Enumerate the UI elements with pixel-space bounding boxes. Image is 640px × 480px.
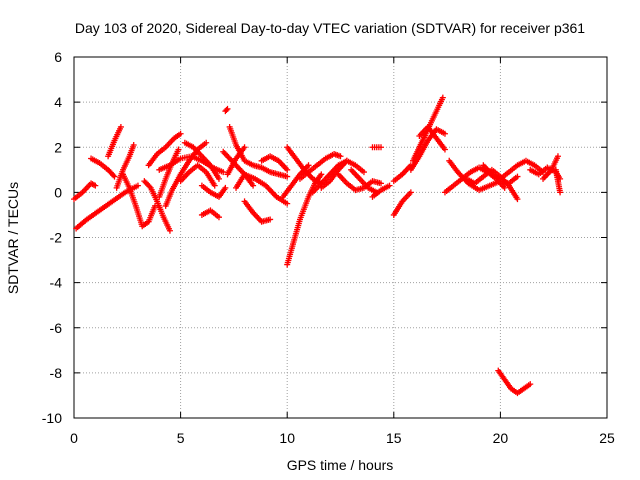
data-point <box>284 166 291 173</box>
data-point <box>175 146 182 153</box>
y-tick-label: -10 <box>42 410 62 426</box>
x-tick-label: 25 <box>599 430 615 446</box>
chart-title: Day 103 of 2020, Sidereal Day-to-day VTE… <box>75 20 585 36</box>
data-point <box>117 123 124 130</box>
y-tick-label: 2 <box>54 139 62 155</box>
data-point <box>222 184 229 191</box>
data-point <box>267 216 274 223</box>
data-point <box>220 169 227 176</box>
data-point <box>241 144 248 151</box>
data-point <box>378 144 385 151</box>
data-point <box>514 196 521 203</box>
y-axis-label: SDTVAR / TECUs <box>5 182 21 294</box>
data-point <box>360 169 367 176</box>
data-point <box>92 182 99 189</box>
data-point <box>203 139 210 146</box>
data-point <box>215 214 222 221</box>
data-point <box>337 153 344 160</box>
data-point <box>111 173 118 180</box>
data-point <box>441 146 448 153</box>
data-point <box>284 173 291 180</box>
data-point <box>378 180 385 187</box>
y-tick-label: 0 <box>54 184 62 200</box>
data-point <box>250 182 257 189</box>
data-point <box>284 200 291 207</box>
data-point <box>557 189 564 196</box>
y-tick-label: -2 <box>50 230 63 246</box>
data-point <box>318 171 325 178</box>
y-tick-label: -6 <box>50 320 63 336</box>
data-point <box>501 184 508 191</box>
data-point <box>223 107 230 114</box>
axis-ticks: 0 5 10 15 20 25 -10 -8 -6 -4 -2 0 2 4 6 <box>42 49 615 446</box>
data-point <box>224 105 231 112</box>
y-tick-label: 6 <box>54 49 62 65</box>
data-point <box>407 189 414 196</box>
x-tick-label: 0 <box>70 430 78 446</box>
data-point <box>215 175 222 182</box>
x-tick-label: 15 <box>386 430 402 446</box>
y-tick-label: -8 <box>50 365 63 381</box>
y-tick-label: 4 <box>54 94 62 110</box>
data-point <box>166 227 173 234</box>
data-point <box>527 381 534 388</box>
data-point <box>305 162 312 169</box>
data-point <box>554 153 561 160</box>
data-point <box>134 182 141 189</box>
x-axis-label: GPS time / hours <box>287 457 394 473</box>
data-point <box>439 94 446 101</box>
data-point <box>514 173 521 180</box>
grid-lines <box>74 57 607 418</box>
x-tick-label: 5 <box>177 430 185 446</box>
data-point <box>441 130 448 137</box>
data-point <box>386 182 393 189</box>
data-point <box>130 141 137 148</box>
x-tick-label: 10 <box>279 430 295 446</box>
data-point <box>177 130 184 137</box>
y-tick-label: -4 <box>50 275 63 291</box>
x-tick-label: 20 <box>493 430 509 446</box>
data-points <box>71 94 564 397</box>
data-point <box>211 182 218 189</box>
